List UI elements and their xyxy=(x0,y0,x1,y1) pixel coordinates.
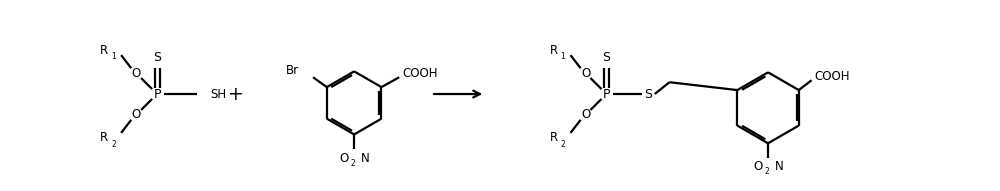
Text: N: N xyxy=(775,160,784,173)
Text: 1: 1 xyxy=(111,52,116,61)
Text: O: O xyxy=(132,108,141,121)
Text: O: O xyxy=(754,160,763,173)
Text: O: O xyxy=(132,67,141,80)
Text: N: N xyxy=(361,152,370,165)
Text: S: S xyxy=(602,51,610,64)
Text: 1: 1 xyxy=(561,52,565,61)
Text: R: R xyxy=(100,131,108,144)
Text: O: O xyxy=(340,152,349,165)
Text: O: O xyxy=(581,67,590,80)
Text: P: P xyxy=(603,87,610,100)
Text: COOH: COOH xyxy=(815,70,850,83)
Text: COOH: COOH xyxy=(402,67,438,80)
Text: 2: 2 xyxy=(111,140,116,149)
Text: S: S xyxy=(153,51,161,64)
Text: R: R xyxy=(550,131,558,144)
Text: R: R xyxy=(550,44,558,57)
Text: +: + xyxy=(228,85,244,104)
Text: O: O xyxy=(581,108,590,121)
Text: Br: Br xyxy=(286,64,299,77)
Text: P: P xyxy=(153,87,161,100)
Text: 2: 2 xyxy=(561,140,565,149)
Text: 2: 2 xyxy=(350,159,355,168)
Text: 2: 2 xyxy=(764,167,769,176)
Text: S: S xyxy=(644,87,652,100)
Text: R: R xyxy=(100,44,108,57)
Text: SH: SH xyxy=(210,87,226,100)
